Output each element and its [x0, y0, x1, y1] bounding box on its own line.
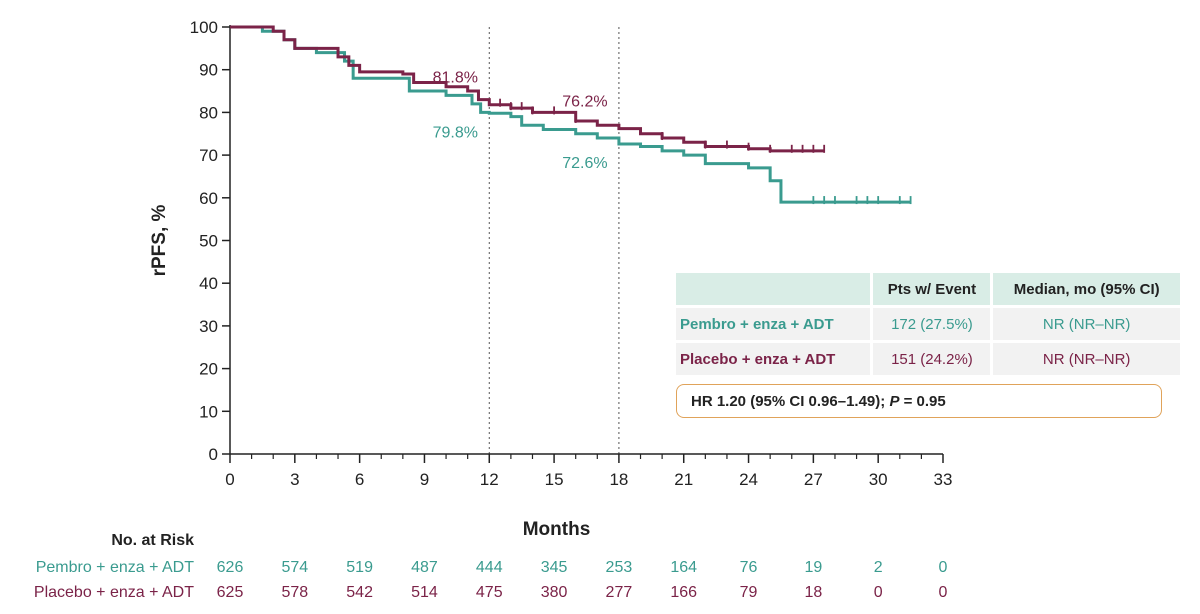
- annotation-label: 76.2%: [562, 94, 607, 111]
- risk-value: 166: [670, 584, 697, 601]
- summary-row-median: NR (NR–NR): [993, 308, 1180, 340]
- y-tick-label: 10: [199, 402, 218, 421]
- risk-value: 625: [217, 584, 244, 601]
- y-tick-label: 40: [199, 274, 218, 293]
- axes: 0 10 20 30 40 50 60 70 80 90 100 0 3 6 9 12 15 18 21 24 27 30…: [190, 18, 953, 489]
- risk-value: 626: [217, 559, 244, 576]
- risk-value: 345: [541, 559, 568, 576]
- risk-value: 380: [541, 584, 568, 601]
- risk-table: No. at Risk Pembro + enza + ADT 626 574 519 4…: [34, 532, 948, 601]
- x-tick-label: 12: [480, 470, 499, 489]
- x-tick-label: 6: [355, 470, 364, 489]
- x-tick-label: 0: [225, 470, 234, 489]
- x-tick-label: 9: [420, 470, 429, 489]
- risk-value: 164: [670, 559, 697, 576]
- risk-value: 519: [346, 559, 373, 576]
- hazard-ratio-text: HR 1.20 (95% CI 0.96–1.49);: [691, 393, 890, 410]
- risk-value: 0: [874, 584, 883, 601]
- y-tick-label: 50: [199, 232, 218, 251]
- x-tick-label: 18: [609, 470, 628, 489]
- summary-row-median: NR (NR–NR): [993, 343, 1180, 375]
- summary-header-row: Pts w/ Event Median, mo (95% CI): [676, 273, 1180, 305]
- summary-table: Pts w/ Event Median, mo (95% CI) Pembro …: [673, 270, 1183, 418]
- x-tick-label: 27: [804, 470, 823, 489]
- annotation-label: 72.6%: [562, 155, 607, 172]
- risk-value: 76: [740, 559, 758, 576]
- risk-value: 2: [874, 559, 883, 576]
- risk-value: 574: [281, 559, 308, 576]
- risk-value: 19: [804, 559, 822, 576]
- risk-value: 79: [740, 584, 758, 601]
- risk-row-label: Pembro + enza + ADT: [36, 559, 195, 576]
- p-value: = 0.95: [899, 393, 946, 410]
- summary-row-events: 151 (24.2%): [873, 343, 991, 375]
- summary-row-label: Placebo + enza + ADT: [676, 343, 871, 375]
- summary-row-pembro: Pembro + enza + ADT 172 (27.5%) NR (NR–N…: [676, 308, 1180, 340]
- risk-value: 542: [346, 584, 373, 601]
- risk-value: 277: [606, 584, 633, 601]
- y-tick-label: 20: [199, 360, 218, 379]
- risk-value: 444: [476, 559, 503, 576]
- y-tick-label: 70: [199, 146, 218, 165]
- y-tick-label: 30: [199, 317, 218, 336]
- summary-header-events: Pts w/ Event: [873, 273, 991, 305]
- risk-value: 514: [411, 584, 438, 601]
- y-tick-label: 100: [190, 18, 218, 37]
- summary-row-label: Pembro + enza + ADT: [676, 308, 871, 340]
- summary-header-median: Median, mo (95% CI): [993, 273, 1180, 305]
- risk-value: 578: [281, 584, 308, 601]
- risk-row-label: Placebo + enza + ADT: [34, 584, 194, 601]
- reference-lines: [488, 27, 620, 454]
- p-label: P: [889, 393, 900, 410]
- pembro-curve: [230, 25, 911, 204]
- hazard-ratio-box: HR 1.20 (95% CI 0.96–1.49); P = 0.95: [676, 384, 1162, 418]
- y-axis-title: rPFS, %: [149, 205, 170, 277]
- risk-value: 0: [939, 584, 948, 601]
- risk-value: 487: [411, 559, 438, 576]
- y-tick-label: 60: [199, 189, 218, 208]
- annotation-label: 81.8%: [433, 70, 478, 87]
- summary-header-blank: [676, 273, 871, 305]
- survival-curves: [230, 25, 912, 205]
- x-tick-label: 21: [674, 470, 693, 489]
- risk-value: 475: [476, 584, 503, 601]
- risk-value: 18: [804, 584, 822, 601]
- annotation-label: 79.8%: [433, 124, 478, 141]
- risk-value: 253: [606, 559, 633, 576]
- x-tick-label: 3: [290, 470, 299, 489]
- x-tick-label: 15: [545, 470, 564, 489]
- x-tick-label: 30: [869, 470, 888, 489]
- x-tick-label: 33: [934, 470, 953, 489]
- y-tick-label: 80: [199, 103, 218, 122]
- placebo-curve: [230, 25, 825, 153]
- summary-row-placebo: Placebo + enza + ADT 151 (24.2%) NR (NR–…: [676, 343, 1180, 375]
- summary-row-events: 172 (27.5%): [873, 308, 991, 340]
- annotations: 81.8% 76.2% 79.8% 72.6%: [433, 70, 608, 172]
- events-table: Pts w/ Event Median, mo (95% CI) Pembro …: [673, 270, 1183, 378]
- y-tick-label: 90: [199, 61, 218, 80]
- y-tick-label: 0: [209, 445, 218, 464]
- x-tick-label: 24: [739, 470, 758, 489]
- risk-table-title: No. at Risk: [111, 532, 194, 549]
- risk-value: 0: [939, 559, 948, 576]
- x-axis-title: Months: [523, 519, 591, 540]
